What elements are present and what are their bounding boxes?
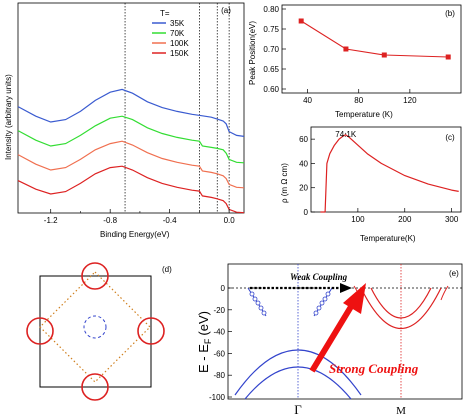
resistivity-curve — [320, 135, 458, 212]
panel-a-spectra — [18, 89, 244, 212]
band-dot-left-3 — [259, 306, 263, 310]
gamma-tick: Γ — [294, 402, 302, 417]
panel-c-ylabel: ρ (m Ω cm) — [280, 163, 289, 203]
panel-a-xlabel: Binding Energy(eV) — [100, 230, 170, 239]
band-dot-right-1 — [323, 297, 327, 301]
b-y-tick-label-0: 0.80 — [263, 5, 279, 14]
panel-b: 40 80 120 0.80 0.75 0.70 0.65 0.60 (b) Temperat… — [248, 5, 461, 119]
peak-position-point-1 — [343, 47, 348, 52]
panel-c-series — [320, 135, 458, 212]
panel-c-frame — [311, 127, 461, 212]
c-x-tick-label-1: 200 — [398, 215, 412, 224]
legend-title: T= — [160, 9, 170, 18]
c-y-tick-label-0: 0 — [304, 208, 309, 217]
legend-label-100K: 100K — [170, 39, 189, 48]
peak-position-point-2 — [382, 53, 387, 58]
panel-e-ylabel-sub: F — [203, 338, 213, 344]
b-y-tick-label-2: 0.70 — [263, 45, 279, 54]
e-y-tick-label-4: -80 — [213, 371, 225, 380]
x-tick-label-2: -0.4 — [163, 216, 177, 225]
weak-arrow-head — [340, 283, 352, 293]
legend-label-70K: 70K — [170, 29, 185, 38]
b-y-tick-label-4: 0.60 — [263, 85, 279, 94]
b-x-tick-label-0: 40 — [303, 96, 312, 105]
b-x-tick-label-1: 80 — [354, 96, 363, 105]
strong-coupling-label: Strong Coupling — [329, 361, 419, 376]
e-y-tick-label-0: 0 — [221, 284, 226, 293]
panel-e-label: (e) — [449, 269, 459, 278]
m-tick: M — [396, 405, 406, 417]
panel-b-frame — [282, 5, 461, 93]
e-y-tick-label-1: -20 — [213, 306, 225, 315]
panel-a-x-ticks: -1.2 -0.8 -0.4 0.0 — [44, 209, 235, 225]
c-y-tick-label-1: 20 — [299, 184, 308, 193]
c-x-tick-label-0: 100 — [351, 215, 365, 224]
brillouin-zone — [40, 276, 151, 387]
panel-d-label: (d) — [162, 265, 172, 274]
b-x-tick-label-2: 120 — [403, 96, 417, 105]
band-dot-left-1 — [253, 297, 257, 301]
e-y-tick-label-3: -60 — [213, 349, 225, 358]
panel-b-label: (b) — [445, 9, 455, 18]
x-tick-label-3: 0.0 — [224, 216, 236, 225]
panel-b-series — [299, 19, 451, 60]
c-y-tick-label-2: 40 — [299, 159, 308, 168]
tc-annotation: 74.1K — [335, 130, 357, 139]
b-y-tick-label-3: 0.65 — [263, 65, 279, 74]
spectrum-100K — [18, 141, 244, 188]
band-dot-left-0 — [250, 292, 254, 296]
x-tick-label-0: -1.2 — [44, 216, 58, 225]
spectrum-70K — [18, 116, 244, 163]
e-y-tick-label-5: -100 — [209, 393, 226, 402]
e-y-tick-label-2: -40 — [213, 328, 225, 337]
peak-position-point-3 — [446, 55, 451, 60]
panel-d: (d) — [27, 263, 172, 400]
spectrum-35K — [18, 89, 244, 136]
c-x-tick-label-2: 300 — [445, 215, 459, 224]
x-tick-label-1: -0.8 — [103, 216, 117, 225]
panel-c-xlabel: Temperature(K) — [360, 234, 416, 243]
band-dot-left-2 — [256, 301, 260, 305]
panel-c-ticks: 100 200 300 0 20 40 60 — [299, 135, 459, 224]
legend-label-35K: 35K — [170, 19, 185, 28]
panel-e: 0 -20 -40 -60 -80 -100 Weak Coupling Strong C… — [196, 264, 462, 417]
band-dot-right-4 — [314, 311, 318, 315]
legend-label-150K: 150K — [170, 49, 189, 58]
gamma-pocket — [84, 316, 106, 338]
panel-e-ylabel-unit: (eV) — [196, 311, 211, 336]
band-dot-left-4 — [262, 311, 266, 315]
panel-e-frame — [228, 264, 462, 399]
panel-a-ylabel: Intensity (arbitrary units) — [4, 74, 13, 160]
panel-c-label: (c) — [445, 133, 455, 142]
panel-e-ylabel: E - EF(eV) — [196, 311, 213, 373]
c-y-tick-label-3: 60 — [299, 135, 308, 144]
band-dot-right-3 — [317, 306, 321, 310]
band-dot-right-0 — [326, 292, 330, 296]
panel-a-label: (a) — [221, 6, 231, 15]
panel-b-ylabel: Peak Position(eV) — [248, 21, 257, 85]
panel-c: 100 200 300 0 20 40 60 74.1K (c) Temperature(K… — [280, 127, 461, 243]
band-dot-right-2 — [320, 301, 324, 305]
b-y-tick-label-1: 0.75 — [263, 25, 279, 34]
peak-position-line — [301, 21, 448, 57]
weak-coupling-label: Weak Coupling — [290, 272, 348, 282]
peak-position-point-0 — [299, 19, 304, 24]
spectrum-150K — [18, 166, 244, 213]
band-data-points — [250, 292, 330, 315]
panel-b-xlabel: Temperature (K) — [335, 110, 393, 119]
panel-a-frame — [18, 3, 244, 213]
